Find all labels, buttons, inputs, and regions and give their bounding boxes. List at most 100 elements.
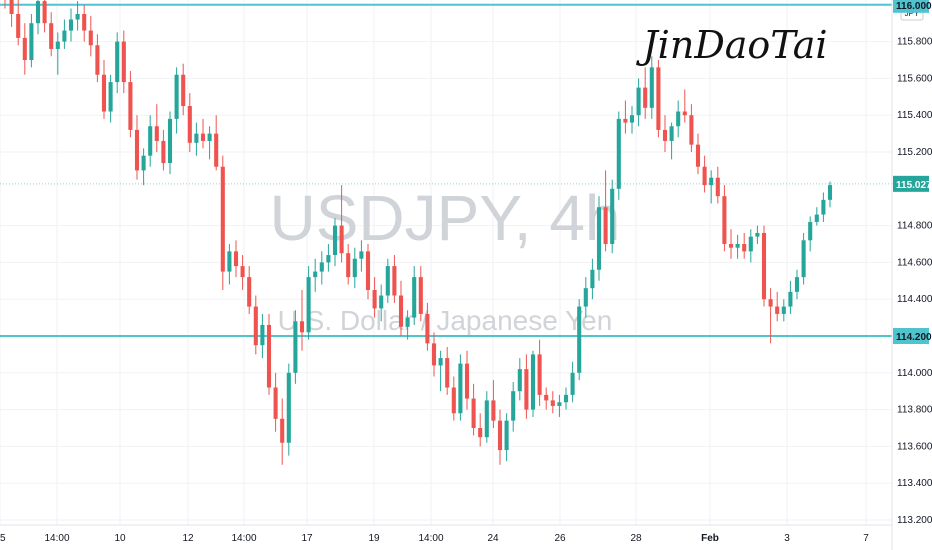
candle-body (108, 82, 113, 112)
candle (253, 295, 258, 355)
candle (748, 229, 753, 263)
candle-body (95, 45, 100, 75)
candle (484, 391, 489, 443)
candle (233, 240, 239, 278)
candle (504, 413, 509, 462)
candle-body (425, 313, 430, 344)
candle-body (306, 277, 311, 333)
candle (22, 23, 27, 75)
price-tick-label: 115.600 (897, 73, 932, 84)
candle (821, 192, 826, 222)
candle (16, 0, 21, 46)
candle (689, 104, 694, 152)
candle (200, 118, 206, 149)
candle-body (709, 177, 714, 186)
candle-body (755, 232, 760, 237)
candle-body (478, 428, 483, 438)
candle (280, 398, 285, 465)
candle-body (649, 67, 654, 108)
candle (709, 170, 714, 204)
candle-body (748, 236, 753, 252)
candle (372, 277, 377, 318)
candle-body (385, 266, 390, 296)
candle-body (273, 387, 278, 419)
price-tick-label: 114.800 (897, 221, 932, 232)
candle (471, 383, 476, 436)
candle (550, 391, 555, 414)
candle-body (365, 251, 371, 290)
candle (649, 56, 654, 119)
level-price-label: 116.000 (896, 1, 932, 12)
signature-logo: JinDaoTai (635, 23, 827, 67)
price-tick-label: 113.800 (897, 405, 932, 416)
candle-body (286, 372, 291, 443)
candle-body (207, 133, 212, 141)
candle (266, 313, 272, 395)
candle (95, 34, 100, 83)
candle-body (339, 225, 344, 254)
candle-body (49, 23, 54, 49)
candle (62, 19, 67, 49)
price-axis[interactable]: JPY 116.400116.200115.800115.600115.4001… (891, 0, 932, 550)
candle (108, 74, 113, 123)
candle-body (154, 126, 159, 141)
candle-body (761, 232, 767, 300)
candle-body (537, 354, 542, 395)
candle-body (577, 306, 582, 373)
candle (75, 1, 80, 31)
candle (240, 255, 245, 290)
candle-body (359, 251, 364, 259)
time-tick-label: 7 (863, 533, 869, 544)
price-tick-label: 114.000 (897, 368, 932, 379)
candle-body (563, 394, 569, 403)
candle-body (101, 74, 107, 112)
candle-body (669, 126, 674, 141)
candle (722, 185, 727, 252)
candle (537, 339, 542, 406)
candle-body (418, 277, 423, 314)
candle (128, 71, 133, 138)
candle (755, 225, 760, 244)
candle-body (220, 166, 225, 272)
candle-body (313, 271, 318, 278)
candle (438, 350, 443, 392)
level-price-tag (893, 328, 929, 344)
candle (557, 394, 562, 417)
candle-body (240, 266, 245, 278)
candle (517, 358, 522, 401)
candle-body (464, 363, 470, 399)
candle-body (742, 244, 747, 252)
candle (326, 244, 331, 272)
price-tick-label: 115.800 (897, 37, 932, 48)
candle-body (610, 188, 615, 244)
candle (497, 409, 503, 465)
candle (808, 216, 813, 252)
candle (728, 229, 734, 259)
candle-body (497, 420, 503, 451)
time-tick-label: 14:00 (44, 533, 69, 544)
level-price-label: 114.200 (896, 332, 932, 343)
time-tick-label: 24 (487, 533, 499, 544)
time-tick-label: 26 (554, 533, 566, 544)
candle-body (115, 41, 120, 83)
candle (544, 387, 549, 410)
candle (398, 280, 404, 336)
candle-body (616, 118, 621, 189)
time-axis[interactable]: 5 14:00 10 12 14:00 17 19 14:00 24 26 28 Feb 3 7 (0, 524, 892, 544)
candle (88, 15, 93, 57)
candle-body (689, 115, 694, 145)
candle (365, 244, 371, 300)
candle-body (445, 358, 450, 388)
candle-body (266, 324, 272, 388)
candle (735, 234, 740, 259)
time-tick-label: 17 (301, 533, 313, 544)
candle (768, 288, 773, 344)
candle (207, 126, 212, 160)
candle (643, 67, 648, 119)
candle-body (590, 269, 595, 289)
candle-body (808, 221, 813, 241)
candle-body (29, 23, 34, 60)
candle (214, 115, 219, 171)
candle (247, 266, 252, 314)
